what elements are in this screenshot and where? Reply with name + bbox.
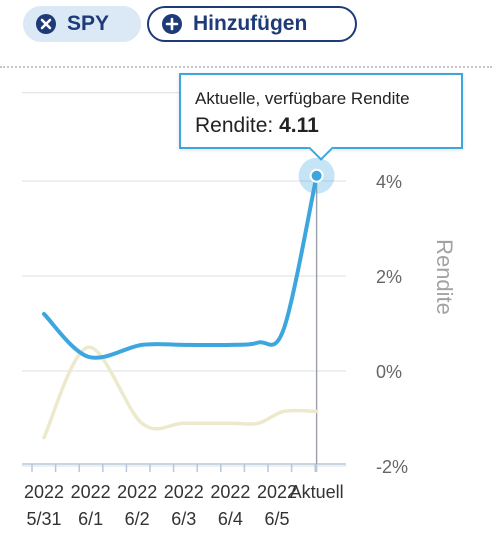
x-tick-label-date: 6/3	[171, 509, 196, 529]
primary-yield-line	[42, 173, 319, 360]
tooltip-value-row: Rendite: 4.11	[195, 114, 319, 138]
spy-chip-label: SPY	[67, 12, 110, 35]
y-tick-label: 4%	[376, 172, 402, 192]
close-circle-icon[interactable]	[35, 13, 57, 35]
x-tick-label: 2022	[164, 482, 204, 502]
tooltip-value-label: Rendite:	[195, 114, 274, 137]
x-tick-label-date: 6/4	[218, 509, 243, 529]
add-comparison-button[interactable]: Hinzufügen	[147, 6, 357, 42]
x-tick-label-date: 5/31	[26, 509, 61, 529]
secondary-yield-line	[42, 345, 319, 440]
x-tick-label: 2022	[210, 482, 250, 502]
x-tick-label-date: 6/1	[78, 509, 103, 529]
y-tick-label: -2%	[376, 457, 408, 477]
x-tick-label-date: 6/2	[125, 509, 150, 529]
x-tick-label: 2022	[71, 482, 111, 502]
x-tick-label: 2022	[24, 482, 64, 502]
yield-tooltip: Aktuelle, verfügbare Rendite Rendite: 4.…	[179, 73, 463, 161]
current-point-marker	[309, 168, 324, 183]
x-tick-label-date: 6/5	[264, 509, 289, 529]
x-tick-label: 2022	[117, 482, 157, 502]
y-axis-title: Rendite	[432, 239, 457, 315]
y-tick-label: 0%	[376, 362, 402, 382]
x-tick-label: 2022	[257, 482, 297, 502]
x-tick-label: Aktuell	[290, 482, 344, 502]
remove-spy-chip[interactable]: SPY	[23, 6, 141, 42]
plus-circle-icon	[162, 14, 182, 34]
tooltip-value: 4.11	[279, 114, 319, 137]
add-button-label: Hinzufügen	[193, 12, 308, 35]
y-tick-label: 2%	[376, 267, 402, 287]
divider	[0, 66, 492, 68]
yield-chart: 4% 2% 0% -2% Rendite 2022 5/31 2022 6/1 2022 6/2 20…	[22, 92, 457, 529]
tooltip-title: Aktuelle, verfügbare Rendite	[195, 89, 410, 108]
